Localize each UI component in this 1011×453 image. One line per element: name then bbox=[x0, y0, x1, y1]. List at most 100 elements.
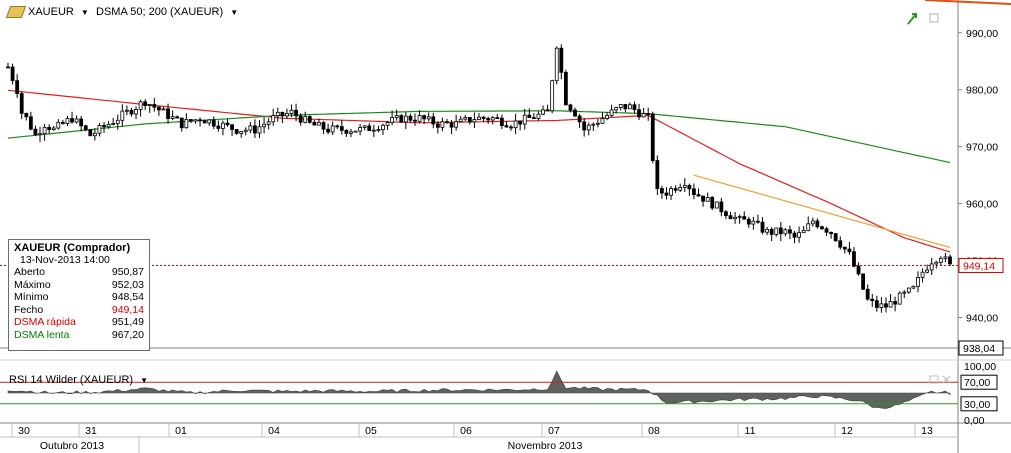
candle-body bbox=[10, 66, 15, 82]
rsi-maximize-icon[interactable] bbox=[929, 375, 939, 384]
candle-body bbox=[463, 117, 468, 120]
rsi-y-tick-label: 30,00 bbox=[964, 399, 990, 411]
candle-body bbox=[559, 47, 564, 73]
candle-body bbox=[344, 129, 349, 134]
x-day-label: 12 bbox=[841, 425, 853, 437]
candle-body bbox=[929, 263, 934, 271]
candle-body bbox=[262, 123, 266, 128]
candle-body bbox=[769, 228, 774, 235]
candle-body bbox=[390, 117, 395, 123]
candle-body bbox=[184, 119, 189, 129]
candle-body bbox=[573, 109, 577, 117]
y-tick-label: 970,00 bbox=[966, 142, 998, 154]
candle-body bbox=[371, 129, 376, 132]
candle-body bbox=[499, 117, 504, 127]
indicator-selector[interactable]: DSMA 50; 200 (XAUEUR) ▼ bbox=[96, 6, 238, 18]
candle-body bbox=[815, 220, 820, 228]
candle-body bbox=[577, 115, 582, 123]
candle-body bbox=[239, 130, 244, 134]
candle-body bbox=[518, 120, 523, 125]
candle-body bbox=[285, 113, 289, 117]
candle-body bbox=[289, 109, 294, 114]
candle-body bbox=[33, 128, 38, 136]
candle-body bbox=[56, 121, 61, 129]
symbol-selector[interactable]: XAUEUR ▼ bbox=[5, 6, 89, 19]
slow-ma-line bbox=[7, 110, 951, 164]
candle-body bbox=[70, 118, 74, 123]
candle-body bbox=[353, 130, 358, 133]
candle-body bbox=[582, 121, 587, 131]
candle-body bbox=[705, 197, 710, 202]
last-price-label: 938,04 bbox=[963, 343, 995, 355]
current-price-box bbox=[958, 257, 1004, 273]
candle-body bbox=[19, 93, 24, 114]
info-datetime: 13-Nov-2013 14:00 bbox=[20, 254, 110, 266]
info-row-slow-ma: DSMA lenta 967,20 bbox=[14, 328, 144, 341]
candle-body bbox=[147, 104, 152, 107]
candle-body bbox=[445, 121, 449, 124]
candle-body bbox=[902, 291, 907, 294]
candle-body bbox=[74, 118, 79, 123]
candle-body bbox=[920, 271, 925, 278]
candle-body bbox=[124, 109, 129, 112]
candle-body bbox=[838, 240, 843, 248]
candle-body bbox=[97, 125, 102, 134]
candle-body bbox=[486, 118, 491, 121]
y-tick-label: 990,00 bbox=[966, 28, 998, 40]
candle-body bbox=[111, 123, 116, 125]
candle-body bbox=[797, 232, 801, 238]
candle-body bbox=[678, 187, 683, 191]
candle-body bbox=[358, 126, 363, 132]
candle-body bbox=[339, 126, 344, 131]
candle-body bbox=[362, 125, 367, 128]
candle-body bbox=[778, 227, 783, 235]
main-plot-area bbox=[0, 0, 958, 348]
candle-body bbox=[701, 195, 705, 202]
candle-body bbox=[266, 121, 271, 125]
y-tick-label: 980,00 bbox=[966, 85, 998, 97]
candle-body bbox=[847, 248, 852, 253]
candle-body bbox=[367, 125, 372, 132]
candle-body bbox=[83, 125, 88, 131]
trend-line[interactable] bbox=[693, 174, 951, 249]
candle-body bbox=[536, 113, 541, 119]
rsi-close-icon[interactable] bbox=[942, 375, 951, 384]
candle-body bbox=[381, 124, 385, 131]
maximize-icon[interactable] bbox=[929, 13, 939, 23]
candle-body bbox=[655, 160, 660, 189]
candle-body bbox=[833, 233, 838, 242]
candle-body bbox=[216, 125, 221, 129]
candle-body bbox=[321, 122, 326, 130]
candle-body bbox=[550, 80, 555, 112]
candle-body bbox=[600, 118, 605, 124]
rsi-selector[interactable]: RSI 14 Wilder (XAUEUR) ▼ bbox=[9, 374, 148, 386]
candle-body bbox=[513, 120, 518, 129]
x-day-label: 13 bbox=[921, 425, 933, 437]
data-info-box: XAUEUR (Comprador) 13-Nov-2013 14:00 Abe… bbox=[8, 239, 150, 351]
candle-body bbox=[161, 108, 166, 111]
candle-body bbox=[527, 114, 532, 118]
candle-body bbox=[820, 226, 824, 230]
x-day-label: 08 bbox=[648, 425, 660, 437]
rsi-title: RSI 14 Wilder (XAUEUR) bbox=[9, 374, 134, 386]
candle-body bbox=[88, 129, 93, 137]
candle-body bbox=[426, 116, 431, 120]
candle-body bbox=[79, 118, 84, 127]
candle-body bbox=[454, 121, 459, 128]
candle-body bbox=[102, 125, 106, 128]
candle-body bbox=[248, 125, 253, 131]
candle-body bbox=[385, 122, 390, 126]
candle-body bbox=[943, 256, 948, 259]
rsi-level-box bbox=[960, 374, 998, 390]
x-month-label: Novembro 2013 bbox=[508, 440, 583, 452]
candle-body bbox=[888, 301, 893, 308]
candle-body bbox=[938, 257, 943, 263]
candle-body bbox=[893, 301, 898, 305]
candle-body bbox=[554, 47, 559, 82]
candle-body bbox=[275, 111, 280, 116]
candle-body bbox=[687, 184, 692, 190]
current-price-label: 949,14 bbox=[963, 260, 995, 272]
trend-arrow-icon[interactable] bbox=[907, 13, 917, 25]
candle-body bbox=[870, 298, 875, 302]
candle-body bbox=[650, 113, 655, 161]
